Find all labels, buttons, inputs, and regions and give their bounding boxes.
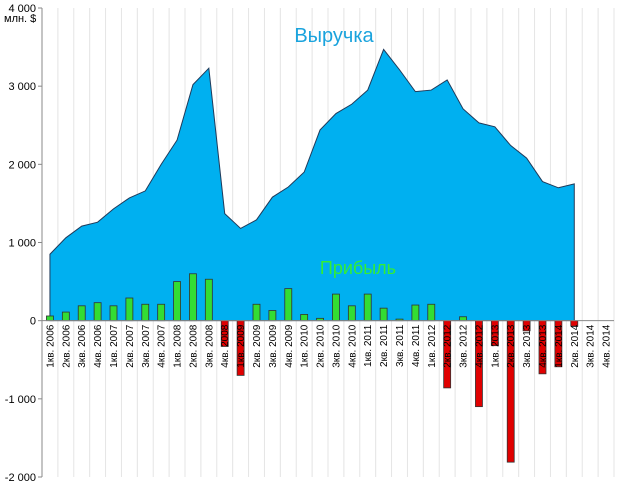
profit-bar: [459, 316, 467, 322]
x-tick-label: 1кв. 2008: [173, 324, 184, 367]
profit-bar: [284, 288, 293, 322]
y-tick-label: -2 000: [5, 472, 36, 484]
x-tick-label: 3кв. 2014: [586, 324, 597, 367]
profit-bar: [46, 315, 54, 322]
x-tick-label: 3кв. 2013: [522, 324, 533, 367]
x-tick-label: 1кв. 2014: [554, 324, 565, 367]
profit-bar: [157, 303, 166, 322]
x-tick-label: 3кв. 2012: [459, 324, 470, 367]
x-tick-label: 4кв. 2007: [157, 324, 168, 367]
x-tick-label: 3кв. 2011: [395, 324, 406, 367]
x-tick-label: 1кв. 2006: [45, 324, 56, 367]
x-tick-label: 2кв. 2011: [379, 324, 390, 367]
profit-bar: [204, 278, 213, 322]
x-tick-label: 2кв. 2014: [570, 324, 581, 367]
x-tick-label: 1кв. 2011: [363, 324, 374, 367]
profit-bar: [125, 297, 134, 322]
x-tick-label: 1кв. 2012: [427, 324, 438, 367]
x-tick-label: 4кв. 2010: [347, 324, 358, 367]
x-tick-label: 4кв. 2012: [474, 324, 485, 367]
x-tick-label: 3кв. 2008: [204, 324, 215, 367]
x-tick-label: 2кв. 2008: [188, 324, 199, 367]
y-tick-label: 2 000: [8, 159, 36, 171]
x-tick-label: 1кв. 2007: [109, 324, 120, 367]
x-tick-label: 1кв. 2010: [300, 324, 311, 367]
profit-bar: [109, 305, 118, 322]
profit-bar: [61, 311, 70, 322]
profit-bar: [379, 307, 388, 322]
y-tick-label: 3 000: [8, 81, 36, 93]
series-label: Выручка: [294, 25, 374, 47]
series-label: Прибыль: [320, 258, 396, 278]
profit-bar: [427, 303, 436, 322]
x-tick-label: 4кв. 2013: [538, 324, 549, 367]
x-tick-label: 3кв. 2007: [141, 324, 152, 367]
profit-bar: [363, 293, 372, 322]
y-tick-label: 1 000: [8, 238, 36, 250]
profit-bar: [347, 305, 356, 322]
profit-bar: [332, 293, 340, 322]
x-tick-label: 4кв. 2009: [284, 324, 295, 367]
profit-bar: [93, 302, 102, 322]
profit-bar: [300, 314, 309, 322]
x-tick-label: 2кв. 2012: [443, 324, 454, 367]
x-tick-label: 1кв. 2013: [490, 324, 501, 367]
y-tick-label: -1 000: [5, 394, 36, 406]
profit-bar: [189, 273, 197, 322]
x-tick-label: 1кв. 2009: [236, 324, 247, 367]
y-tick-label: 4 000: [8, 3, 36, 15]
x-tick-label: 2кв. 2009: [252, 324, 263, 367]
profit-bar: [252, 303, 261, 322]
x-tick-label: 2кв. 2006: [61, 324, 72, 367]
x-tick-label: 4кв. 2014: [602, 324, 613, 367]
x-tick-label: 4кв. 2011: [411, 324, 422, 367]
profit-bar: [173, 281, 181, 322]
profit-bar: [141, 303, 150, 322]
y-unit-label: млн. $: [4, 13, 36, 25]
x-tick-label: 4кв. 2008: [220, 324, 231, 367]
x-tick-label: 4кв. 2006: [93, 324, 104, 367]
profit-bar: [411, 304, 420, 322]
y-tick-label: 0: [30, 316, 36, 328]
revenue-area: [49, 48, 575, 322]
x-tick-label: 3кв. 2009: [268, 324, 279, 367]
x-tick-label: 3кв. 2010: [331, 324, 342, 367]
profit-bar: [77, 305, 86, 322]
profit-bar: [268, 310, 277, 322]
x-tick-label: 2кв. 2013: [506, 324, 517, 367]
x-tick-label: 2кв. 2010: [316, 324, 327, 367]
x-tick-label: 2кв. 2007: [125, 324, 136, 367]
x-tick-label: 3кв. 2006: [77, 324, 88, 367]
